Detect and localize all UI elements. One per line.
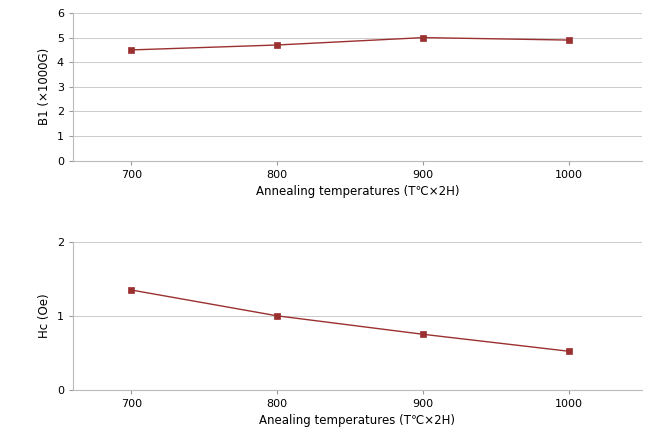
X-axis label: Annealing temperatures (T℃×2H): Annealing temperatures (T℃×2H) [256, 185, 459, 198]
X-axis label: Anealing temperatures (T℃×2H): Anealing temperatures (T℃×2H) [260, 414, 455, 427]
Y-axis label: B1 (×1000G): B1 (×1000G) [38, 48, 51, 126]
Y-axis label: Hc (Oe): Hc (Oe) [38, 294, 51, 338]
